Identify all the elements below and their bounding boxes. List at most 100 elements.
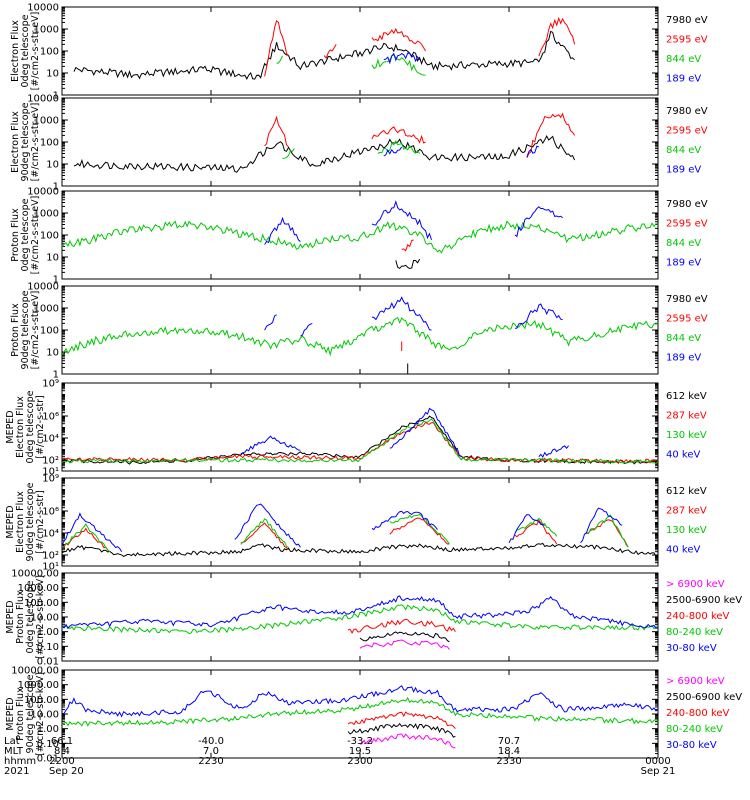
series-line-2595-ev (323, 44, 337, 59)
y-axis-label: MEPEDProton Flux90deg telescope[#/cm2-s-… (5, 672, 46, 756)
legend-entry: 7980 eV (666, 15, 708, 26)
y-tick-label: 10000 (27, 187, 59, 198)
y-axis-label-line: MEPED (5, 410, 16, 443)
y-axis-label-line: 0deg telescope (20, 198, 31, 271)
series-group (73, 112, 576, 173)
legend-entry: 844 eV (666, 54, 701, 65)
y-tick-label: 1 (53, 275, 59, 286)
series-line-287-kev (240, 522, 289, 551)
series-group (62, 296, 658, 374)
x-row-label: hhmm (4, 756, 36, 767)
y-tick-label: 1000 (34, 116, 59, 127)
legend-entry: 7980 eV (666, 199, 708, 210)
y-axis-label-line: Electron Flux (15, 491, 26, 553)
y-axis-label-line: Proton Flux (15, 687, 26, 741)
series-line-130-kev (240, 518, 289, 548)
y-tick-label: 1000 (34, 209, 59, 220)
y-tick-label: 1000 (34, 304, 59, 315)
legend-entry: 2595 eV (666, 34, 708, 45)
y-tick-label: 10 (46, 69, 59, 80)
y-axis-label-line: [#/cm2-s-str] (35, 490, 46, 553)
series-line-240-800-kev (347, 618, 456, 634)
series-line-2595-ev (264, 115, 289, 148)
y-axis-label: Electron Flux0deg telescope[#/cm2-s-str-… (10, 12, 41, 91)
y-tick-label: 0.10 (37, 642, 59, 653)
legend-entry: 130 keV (666, 430, 707, 441)
series-line-2500-6900-kev (347, 722, 456, 738)
legend-entry: > 6900 keV (666, 579, 725, 590)
series-line-189-ev (514, 206, 563, 238)
series-line--6900-kev (359, 639, 450, 650)
y-tick-label: 0.01 (37, 657, 59, 668)
y-axis-label-line: MEPED (5, 697, 16, 730)
x-tick-label: 66.1 (51, 736, 73, 747)
plot-frame (61, 6, 659, 96)
legend-entry: 612 keV (666, 486, 707, 497)
legend-entry: 2595 eV (666, 313, 708, 324)
x-tick-label: 7.0 (203, 746, 219, 757)
y-tick-label: 10 (46, 348, 59, 359)
series-line-2595-ev (264, 20, 289, 77)
x-row-label: 2021 (4, 766, 29, 777)
y-tick-label: 1 (53, 182, 59, 193)
y-axis-label-line: Proton Flux (15, 590, 26, 644)
y-axis-label-line: [#/cm2-s-str-eV] (30, 103, 41, 182)
y-axis-label-line: [#/cm2-s-str-keV] (35, 672, 46, 756)
legend-entry: 7980 eV (666, 294, 708, 305)
chart-panel-8: 0.010.101.0010.00100.001000.0010000.00ME… (5, 666, 742, 765)
series-line-844-ev (62, 220, 658, 254)
legend-entry: 189 eV (666, 257, 701, 268)
legend-entry: 30-80 keV (666, 643, 717, 654)
x-row-label: MLT (4, 746, 24, 757)
y-tick-label: 100 (40, 138, 59, 149)
y-axis-label-line: 90deg telescope (20, 102, 31, 181)
y-axis-label-line: 90deg telescope (25, 674, 36, 753)
y-axis-label-line: Proton Flux (10, 303, 21, 357)
y-tick-label: 0.01 (37, 754, 59, 765)
y-tick-label: 10.00 (30, 613, 59, 624)
legend-entry: 240-800 keV (666, 611, 730, 622)
series-line-287-kev (514, 519, 558, 545)
x-row-label: Lat (4, 736, 20, 747)
legend-entry: 80-240 keV (666, 627, 723, 638)
y-tick-label: 10² (42, 551, 59, 562)
y-tick-label: 1.00 (37, 627, 59, 638)
x-tick-label: 18.4 (498, 746, 520, 757)
series-line-40-kev (62, 512, 123, 552)
legend-entry: 189 eV (666, 164, 701, 175)
legend-entry: 40 keV (666, 544, 700, 555)
legend-entry: 287 keV (666, 410, 707, 421)
series-line-40-kev (538, 445, 569, 458)
series-line-240-800-kev (347, 711, 456, 730)
y-axis-label-line: MEPED (5, 600, 16, 633)
y-tick-label: 10² (42, 456, 59, 467)
series-line--6900-kev (359, 733, 456, 749)
series-line-40-kev (234, 503, 301, 548)
legend-entry: 240-800 keV (666, 708, 730, 719)
series-line-189-ev (264, 216, 301, 245)
series-line-287-kev (389, 517, 450, 545)
y-tick-label: 100 (40, 47, 59, 58)
y-tick-label: 10⁶ (42, 412, 59, 423)
legend-entry: 844 eV (666, 145, 701, 156)
y-axis-label: MEPEDProton Flux0deg telescope[#/cm2-s-s… (5, 575, 46, 659)
x-tick-label: 2300 (347, 756, 372, 767)
x-tick-label: -40.0 (198, 736, 224, 747)
y-axis-label-line: MEPED (5, 505, 16, 538)
y-axis-label-line: [#/cm2-s-str-eV] (30, 291, 41, 370)
series-line-189-ev (383, 52, 421, 65)
series-line-2595-ev (526, 112, 576, 159)
series-line-7980-ev (73, 30, 575, 80)
y-axis-label: Proton Flux0deg telescope[#/cm2-s-str-eV… (10, 196, 41, 275)
x-tick-label: -33.2 (347, 736, 373, 747)
series-line-189-ev (371, 200, 432, 241)
series-line-7980-ev (73, 135, 576, 173)
y-tick-label: 10¹ (42, 562, 59, 573)
series-group (62, 200, 658, 270)
